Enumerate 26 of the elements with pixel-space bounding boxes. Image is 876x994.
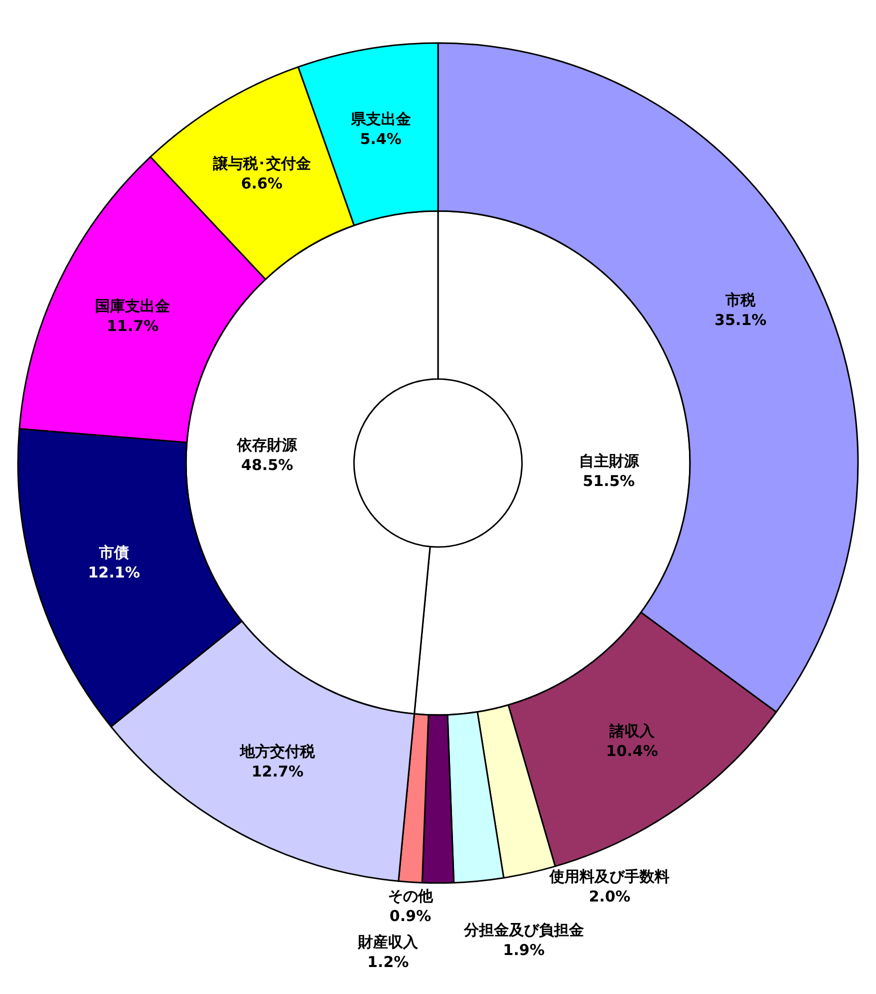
slice-label: 地方交付税 [238, 742, 316, 761]
data-label: 5.4% [360, 130, 402, 148]
data-label: 1.9% [503, 941, 545, 960]
data-label: 48.5% [241, 456, 294, 474]
data-label: 12.7% [251, 762, 304, 781]
slice-label: 県支出金 [350, 110, 411, 128]
data-label: 12.1% [88, 564, 140, 582]
slice-label: 自主財源 [578, 452, 640, 470]
slice-label: 使用料及び手数料 [548, 867, 670, 886]
slice-label: その他 [388, 887, 434, 906]
slice-label: 市税 [724, 291, 757, 310]
data-label: 2.0% [588, 887, 630, 906]
data-label: 6.6% [240, 174, 283, 192]
slice-label: 譲与税･交付金 [212, 154, 311, 172]
slice-label: 諸収入 [608, 722, 656, 740]
data-label: 1.2% [367, 953, 409, 972]
data-label: 51.5% [582, 472, 635, 490]
slice-label: 分担金及び負担金 [462, 921, 584, 940]
data-label: 11.7% [106, 316, 159, 335]
data-label: 10.4% [606, 742, 658, 760]
slice-label: 依存財源 [236, 436, 298, 454]
slice-label: 市債 [98, 544, 129, 562]
data-label: 35.1% [714, 311, 767, 330]
data-label: 0.9% [390, 907, 432, 926]
slice-label: 財産収入 [357, 933, 419, 952]
slice-label: 国庫支出金 [95, 296, 170, 315]
